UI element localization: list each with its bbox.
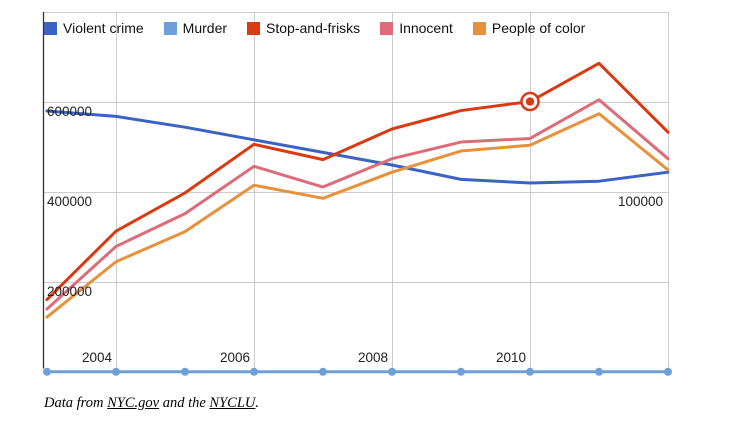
series-line-violent-crime	[45, 109, 670, 185]
point-murder-2012	[664, 367, 672, 376]
caption: Data from NYC.gov and the NYCLU.	[44, 395, 259, 412]
point-murder-2004	[112, 367, 120, 376]
caption-text-prefix: Data from	[44, 395, 108, 411]
point-murder-2011	[595, 367, 603, 376]
legend-label-murder: Murder	[182, 20, 228, 36]
x-axis-label-2004: 2004	[82, 350, 113, 365]
caption-link-nycgov[interactable]: NYC.gov	[107, 395, 160, 411]
point-murder-2009	[457, 367, 465, 376]
series-line-innocent	[45, 98, 670, 311]
legend-item-stop-and-frisks: Stop-and-frisks	[247, 20, 360, 36]
point-murder-2006	[250, 367, 258, 376]
line-chart: 200000 400000 600000 100000 2004 2006 2008 2010	[42, 12, 672, 376]
legend-label-violent-crime: Violent crime	[63, 20, 144, 36]
x-axis-label-2006: 2006	[220, 350, 250, 365]
legend-swatch-stop-and-frisks	[247, 21, 261, 35]
point-murder-2005	[181, 367, 189, 376]
legend-item-murder: Murder	[163, 20, 228, 36]
legend-label-stop-and-frisks: Stop-and-frisks	[266, 20, 361, 36]
y-axis-label-600000: 600000	[47, 104, 92, 119]
series-line-people-of-color	[45, 112, 670, 319]
legend-swatch-violent-crime	[44, 21, 57, 35]
legend-item-people-of-color: People of color	[472, 20, 586, 36]
legend-label-people-of-color: People of color	[491, 20, 586, 36]
legend-swatch-murder	[163, 21, 177, 35]
series-line-stop-and-frisks	[45, 61, 670, 302]
highlighted-point-core[interactable]	[525, 97, 535, 106]
point-murder-2007	[319, 367, 327, 376]
caption-text-suffix: .	[255, 395, 259, 411]
caption-link-nyclu[interactable]: NYCLU	[209, 395, 256, 411]
point-murder-2010	[526, 367, 534, 376]
legend-item-violent-crime: Violent crime	[44, 20, 144, 36]
legend-label-innocent: Innocent	[399, 20, 453, 36]
y-axis-label-400000: 400000	[47, 194, 92, 209]
point-murder-2008	[388, 367, 396, 376]
x-axis-label-2008: 2008	[358, 350, 388, 365]
legend-swatch-people-of-color	[472, 21, 486, 35]
caption-text-middle: and the	[159, 395, 210, 411]
legend-swatch-innocent	[380, 21, 394, 35]
legend-item-innocent: Innocent	[380, 20, 453, 36]
point-murder-2003	[43, 367, 51, 376]
chart-legend: Violent crime Murder Stop-and-frisks Innoce…	[44, 20, 585, 36]
x-axis-label-2010: 2010	[496, 350, 526, 365]
y-axis-label-200000: 200000	[47, 284, 92, 299]
right-axis-label-100000: 100000	[618, 194, 663, 209]
